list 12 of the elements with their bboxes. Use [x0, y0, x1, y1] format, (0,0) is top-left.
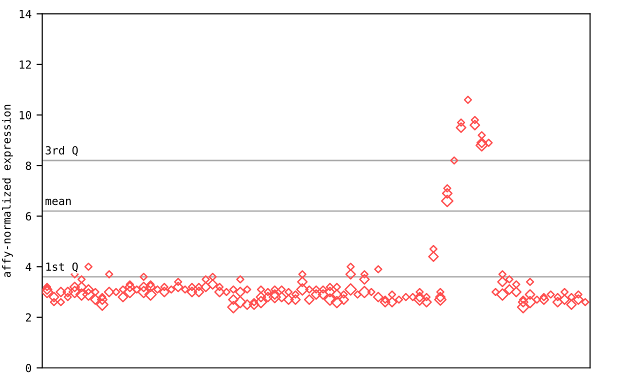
y-axis-title: affy-normalized expression [2, 104, 13, 278]
ref-line-label: mean [46, 198, 71, 206]
y-tick-label: 10 [20, 110, 32, 120]
y-tick-label: 2 [26, 313, 31, 322]
y-tick-label: 12 [20, 60, 31, 69]
y-tick-label: 0 [26, 364, 32, 372]
y-tick-label: 6 [26, 212, 32, 221]
y-tick-label: 4 [26, 262, 32, 271]
y-tick-label: 14 [20, 10, 32, 18]
ref-line-label: 1st Q [46, 262, 78, 272]
ref-line-label: 3rd Q [46, 146, 78, 156]
y-tick-label: 8 [26, 162, 32, 170]
